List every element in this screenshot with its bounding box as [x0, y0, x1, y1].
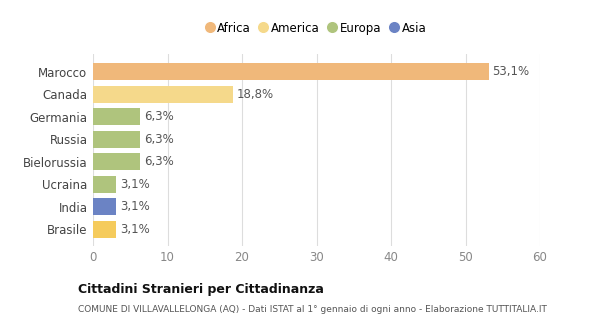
- Bar: [93, 198, 116, 215]
- Bar: [93, 153, 140, 170]
- Text: 6,3%: 6,3%: [143, 110, 173, 123]
- Text: 3,1%: 3,1%: [120, 200, 149, 213]
- Legend: Africa, America, Europa, Asia: Africa, America, Europa, Asia: [203, 18, 430, 38]
- Bar: [93, 108, 140, 125]
- Text: 6,3%: 6,3%: [143, 155, 173, 168]
- Text: COMUNE DI VILLAVALLELONGA (AQ) - Dati ISTAT al 1° gennaio di ogni anno - Elabora: COMUNE DI VILLAVALLELONGA (AQ) - Dati IS…: [78, 305, 547, 314]
- Text: 3,1%: 3,1%: [120, 178, 149, 191]
- Text: 6,3%: 6,3%: [143, 132, 173, 146]
- Bar: [93, 131, 140, 148]
- Text: Cittadini Stranieri per Cittadinanza: Cittadini Stranieri per Cittadinanza: [78, 283, 324, 296]
- Bar: [93, 221, 116, 238]
- Bar: [93, 176, 116, 193]
- Bar: [93, 63, 488, 80]
- Text: 18,8%: 18,8%: [237, 88, 274, 100]
- Bar: [93, 86, 233, 102]
- Text: 3,1%: 3,1%: [120, 223, 149, 236]
- Text: 53,1%: 53,1%: [493, 65, 529, 78]
